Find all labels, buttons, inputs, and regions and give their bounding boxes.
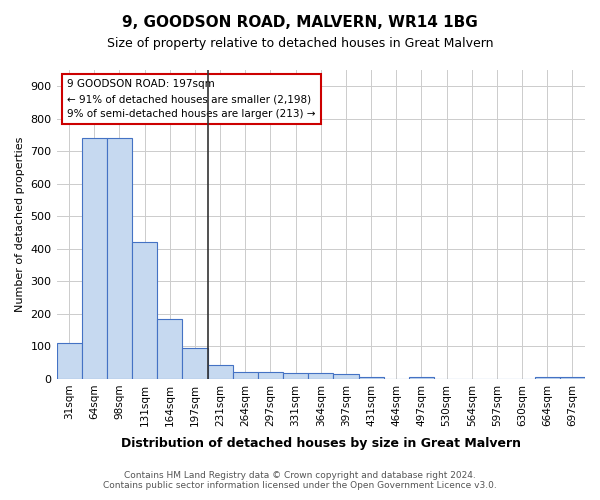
Text: Contains HM Land Registry data © Crown copyright and database right 2024.
Contai: Contains HM Land Registry data © Crown c… xyxy=(103,470,497,490)
Bar xyxy=(233,372,258,379)
Bar xyxy=(157,318,182,379)
Bar xyxy=(107,138,132,379)
Bar xyxy=(82,138,107,379)
Bar xyxy=(283,374,308,379)
Text: 9 GOODSON ROAD: 197sqm
← 91% of detached houses are smaller (2,198)
9% of semi-d: 9 GOODSON ROAD: 197sqm ← 91% of detached… xyxy=(67,80,316,119)
Y-axis label: Number of detached properties: Number of detached properties xyxy=(15,137,25,312)
Bar xyxy=(535,376,560,379)
Bar xyxy=(56,343,82,379)
Bar xyxy=(560,376,585,379)
Bar xyxy=(132,242,157,379)
Text: 9, GOODSON ROAD, MALVERN, WR14 1BG: 9, GOODSON ROAD, MALVERN, WR14 1BG xyxy=(122,15,478,30)
Text: Size of property relative to detached houses in Great Malvern: Size of property relative to detached ho… xyxy=(107,38,493,51)
Bar xyxy=(359,378,383,379)
Bar xyxy=(208,365,233,379)
Bar xyxy=(334,374,359,379)
Bar xyxy=(258,372,283,379)
Bar xyxy=(182,348,208,379)
Bar xyxy=(409,376,434,379)
X-axis label: Distribution of detached houses by size in Great Malvern: Distribution of detached houses by size … xyxy=(121,437,521,450)
Bar xyxy=(308,374,334,379)
